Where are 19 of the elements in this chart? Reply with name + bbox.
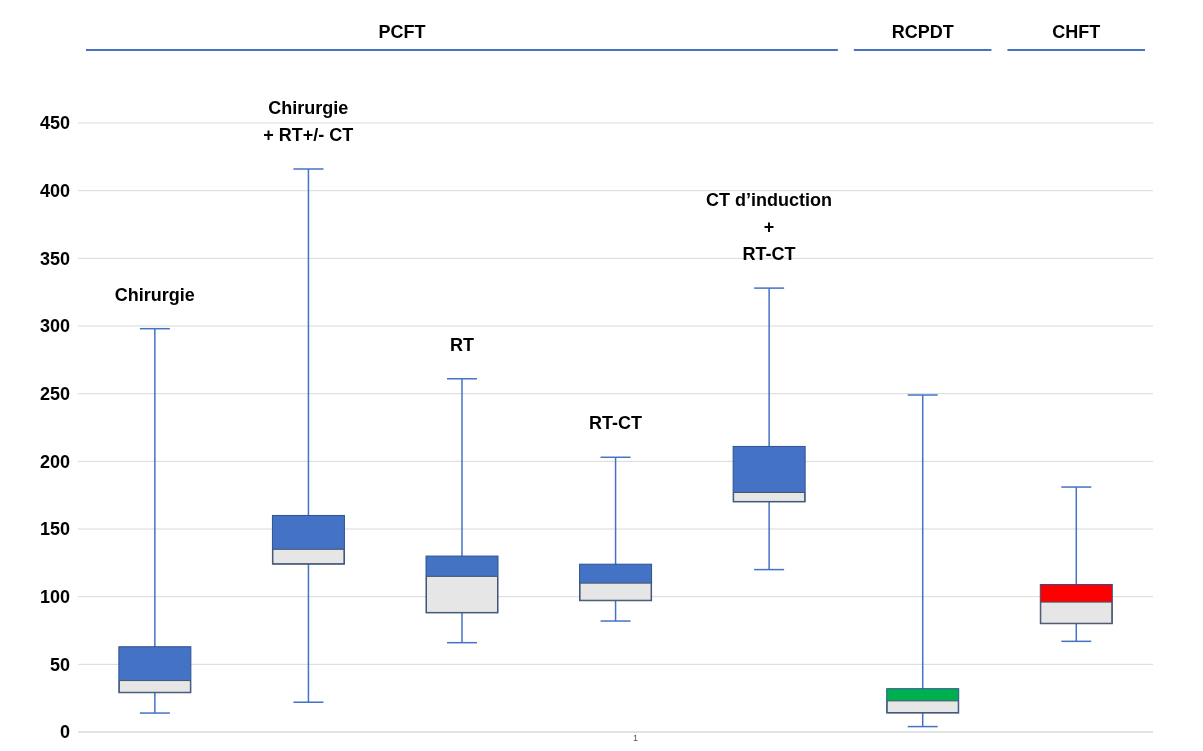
x-tick-label: RT xyxy=(449,334,474,355)
y-tick-label: 300 xyxy=(39,316,70,337)
y-tick-label: 200 xyxy=(39,451,70,472)
y-tick-label: 50 xyxy=(49,654,70,675)
y-tick-label: 450 xyxy=(39,113,70,134)
x-tick-label: CT d’induction + RT-CT xyxy=(706,190,833,265)
text: CHFT xyxy=(1052,22,1101,42)
x-tick-label: Chirurgie + RT+/- CT xyxy=(263,98,354,146)
y-tick-label: 350 xyxy=(39,248,70,269)
y-tick-label: 100 xyxy=(39,587,70,608)
text: 1 xyxy=(632,733,639,743)
text: PCFT xyxy=(378,22,426,42)
x-tick-label: Chirurgie xyxy=(114,284,195,305)
y-tick-label: 250 xyxy=(39,384,70,405)
x-tick-label: RT-CT xyxy=(589,413,642,434)
y-tick-label: 150 xyxy=(39,519,70,540)
y-tick-label: 0 xyxy=(59,722,70,743)
y-tick-label: 400 xyxy=(39,181,70,202)
text: RCPDT xyxy=(891,22,954,42)
